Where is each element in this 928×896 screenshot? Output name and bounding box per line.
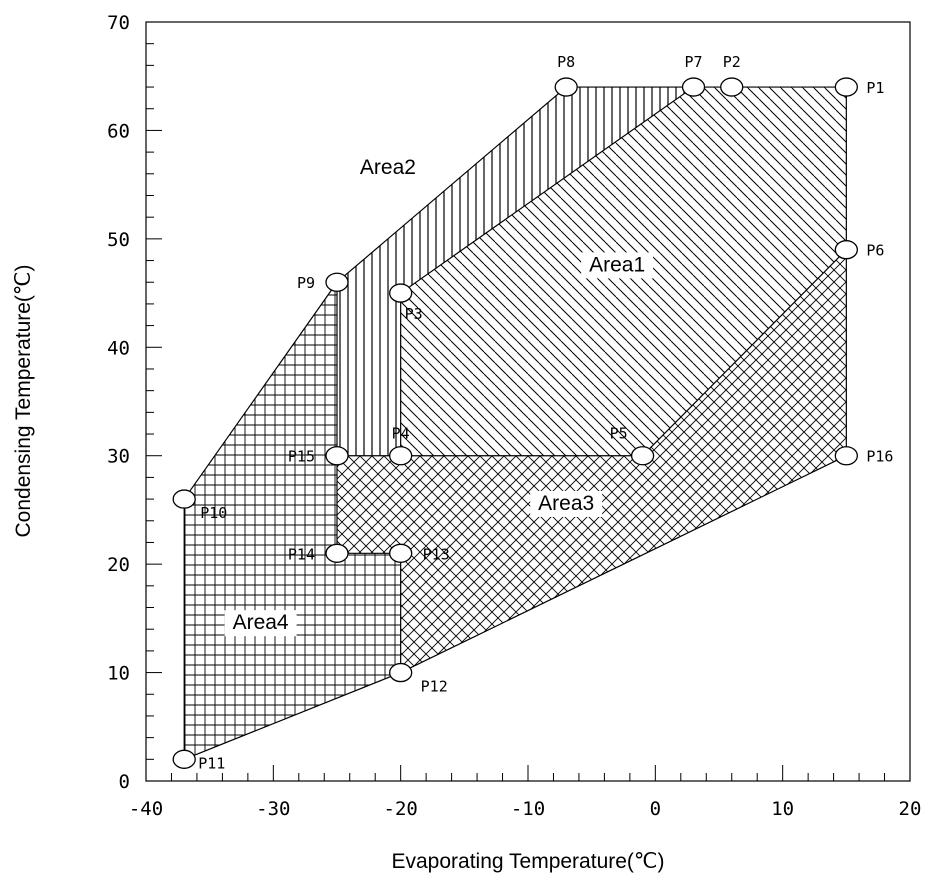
area-label-area4: Area4 [233,611,289,634]
area-label-background [351,154,424,181]
point-p3-label: P3 [405,305,423,323]
operating-points: P1 P2 P3 P4 P5 P6 P7 P8 P9 P10 P11 P12 P13 P14 P15 P16 [172,53,893,772]
x-tick-label: -10 [511,798,545,820]
x-tick-label: -40 [129,798,163,820]
x-tick-label: -30 [256,798,290,820]
area-label-area1: Area1 [589,253,645,276]
boundary-p12-p11 [183,672,401,760]
point-p7-marker [681,77,706,97]
y-tick-label: 10 [107,663,130,685]
area-label-background [530,490,603,517]
point-p2-label: P2 [723,53,741,71]
x-tick-label: -20 [384,798,418,820]
area-label-area3: Area3 [538,492,594,515]
point-p4-label: P4 [392,425,410,443]
area-label-background [581,252,654,279]
point-p5-label: P5 [610,425,628,443]
point-p8-marker [554,77,578,97]
y-tick-label: 60 [107,120,130,142]
point-p5-marker [630,446,655,466]
boundary-p10-p9 [183,281,338,500]
point-p14-marker [325,543,349,563]
point-p2-marker [720,77,744,97]
area-area2-hatch [337,87,694,456]
axis-ticks: -40 -30 -20 -10 0 10 20 0 10 20 30 40 50 60 70 [107,12,921,820]
area-area3-hatch [337,249,847,673]
area-label-background [224,610,297,637]
point-p14-label: P14 [288,545,315,563]
y-tick-label: 0 [119,771,130,793]
point-p7-label: P7 [685,53,703,71]
point-p1-marker [834,77,858,97]
boundary-p9-p8 [336,86,567,283]
x-tick-label: 20 [899,798,922,820]
point-p16-marker [834,446,858,466]
x-tick-label: 10 [771,798,794,820]
point-p9-label: P9 [297,274,315,292]
y-tick-label: 20 [107,554,130,576]
point-p8-label: P8 [557,53,575,71]
boundary-p16-p12 [400,455,847,674]
point-p16-label: P16 [866,448,893,466]
y-axis-title: Condensing Temperature(℃) [12,265,35,538]
point-p3-marker [389,283,413,303]
point-p10-marker [172,489,196,509]
y-tick-label: 40 [107,337,130,359]
point-p9-marker [325,272,349,292]
area-hatch-layer [184,87,847,760]
point-p6-label: P6 [866,242,884,260]
point-p12-marker [389,662,413,683]
area-labels: Area1 Area2 Area3 Area4 [224,154,654,637]
y-tick-label: 30 [107,446,130,468]
point-p12-label: P12 [421,678,448,696]
x-axis-title: Evaporating Temperature(℃) [392,850,665,873]
point-p13-label: P13 [423,545,450,563]
point-p11-label: P11 [198,754,225,772]
point-p13-marker [389,543,413,563]
point-p11-marker [172,749,196,769]
point-p4-marker [389,446,413,466]
y-tick-label: 50 [107,229,130,251]
point-p15-marker [325,446,349,466]
boundary-p5-p6 [642,249,847,457]
point-p10-label: P10 [200,504,227,522]
y-tick-label: 70 [107,12,130,34]
point-p1-label: P1 [866,79,884,97]
point-p15-label: P15 [288,448,315,466]
envelope-boundary [183,86,847,760]
boundary-p7-p3 [400,86,694,294]
area-area4-hatch [184,282,401,760]
area-label-area2: Area2 [360,156,416,179]
x-tick-label: 0 [650,798,661,820]
point-p6-marker [834,240,858,260]
